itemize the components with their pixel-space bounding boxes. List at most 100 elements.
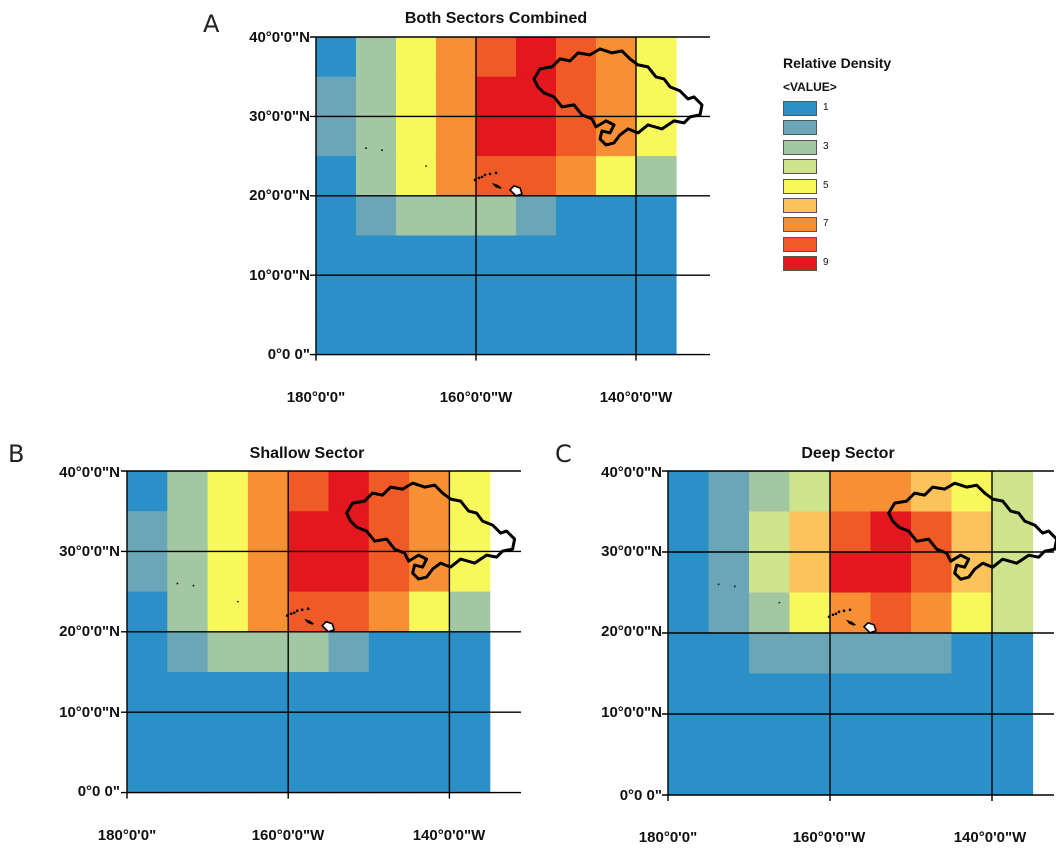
density-cell	[596, 76, 637, 117]
island-icon	[295, 609, 299, 613]
density-cell	[708, 633, 750, 675]
density-cell	[951, 673, 993, 715]
density-cell	[911, 673, 953, 715]
atoll-icon	[236, 600, 239, 603]
density-cell	[207, 672, 249, 713]
lon-label: 140°0'0"W	[412, 827, 486, 844]
density-cell	[449, 471, 491, 512]
island-icon	[488, 172, 492, 176]
density-cell	[316, 116, 357, 157]
island-icon	[285, 614, 289, 618]
density-cell	[409, 631, 450, 673]
density-cell	[396, 195, 437, 237]
density-cell	[356, 195, 397, 237]
big-island-icon	[862, 621, 878, 634]
density-cell	[316, 314, 357, 356]
density-cell	[207, 712, 249, 753]
density-cell	[328, 672, 370, 713]
density-cell	[356, 116, 397, 157]
density-cell	[789, 511, 831, 553]
density-cell	[516, 156, 557, 197]
density-cell	[207, 752, 249, 794]
density-cell	[396, 314, 437, 356]
density-cell	[368, 591, 410, 633]
lat-label: 20°0'0"N	[601, 623, 662, 640]
lat-label: 10°0'0"N	[249, 267, 310, 284]
island-icon	[292, 611, 296, 615]
density-cell	[288, 712, 330, 753]
density-cell	[328, 752, 370, 794]
density-cell	[830, 552, 872, 594]
lat-label: 40°0'0"N	[249, 29, 310, 46]
density-cell	[911, 714, 953, 756]
density-cell	[316, 275, 357, 316]
density-cell	[668, 592, 710, 634]
density-cell	[127, 471, 168, 512]
density-cell	[396, 156, 437, 197]
atoll-icon	[381, 149, 383, 152]
density-cell	[449, 712, 491, 753]
density-cell	[789, 633, 831, 675]
lon-label: 140°0'0"W	[599, 389, 673, 406]
lat-label: 40°0'0"N	[59, 464, 120, 481]
lat-label: 0°0 0"	[77, 783, 120, 800]
density-cell	[449, 752, 491, 794]
density-cell	[516, 275, 557, 316]
density-cell	[368, 672, 410, 713]
density-cell	[668, 714, 710, 756]
density-cell	[911, 511, 953, 553]
density-cell	[316, 156, 357, 197]
density-cell	[436, 235, 477, 276]
density-cell	[436, 156, 477, 197]
density-cell	[708, 552, 750, 594]
density-cell	[830, 633, 872, 675]
atoll-icon	[717, 583, 720, 586]
legend-subtitle: <VALUE>	[783, 80, 837, 94]
density-cell	[127, 712, 168, 753]
density-cell	[992, 714, 1034, 756]
density-cell	[789, 592, 831, 634]
density-cell	[911, 592, 953, 634]
density-cell	[449, 511, 491, 552]
density-cell	[830, 754, 872, 796]
legend-swatch	[783, 256, 817, 272]
density-cell	[870, 754, 912, 796]
density-cell	[356, 156, 397, 197]
density-cell	[356, 37, 397, 78]
density-cell	[436, 76, 477, 117]
density-cell	[749, 673, 791, 715]
density-cell	[328, 551, 370, 593]
density-cell	[356, 235, 397, 276]
density-cell	[316, 37, 357, 78]
island-icon	[848, 608, 852, 612]
density-cell	[992, 471, 1034, 513]
density-cell	[288, 471, 330, 512]
density-cell	[476, 76, 517, 117]
density-cell	[127, 752, 168, 794]
lon-label: 160°0'0"W	[439, 389, 513, 406]
island-icon	[846, 619, 856, 626]
atoll-icon	[425, 165, 427, 167]
garbage-patch-outline	[532, 47, 704, 147]
density-cell	[556, 37, 597, 78]
density-cell	[316, 195, 357, 237]
density-cell	[870, 552, 912, 594]
density-cell	[356, 275, 397, 316]
density-cell	[247, 511, 289, 552]
density-cell	[749, 471, 791, 513]
density-cell	[596, 156, 637, 197]
density-cell	[870, 592, 912, 634]
density-cell	[207, 551, 249, 593]
atoll-icon	[733, 585, 736, 588]
density-cell	[596, 195, 637, 237]
density-cell	[328, 471, 370, 512]
panel-letter-a: A	[203, 10, 220, 38]
density-cell	[830, 511, 872, 553]
density-cell	[992, 552, 1034, 594]
density-cell	[288, 672, 330, 713]
lat-label: 40°0'0"N	[601, 464, 662, 481]
density-cell	[749, 633, 791, 675]
panel-title-c: Deep Sector	[801, 445, 895, 462]
lon-label: 140°0'0"W	[953, 829, 1027, 846]
density-cell	[911, 471, 953, 513]
